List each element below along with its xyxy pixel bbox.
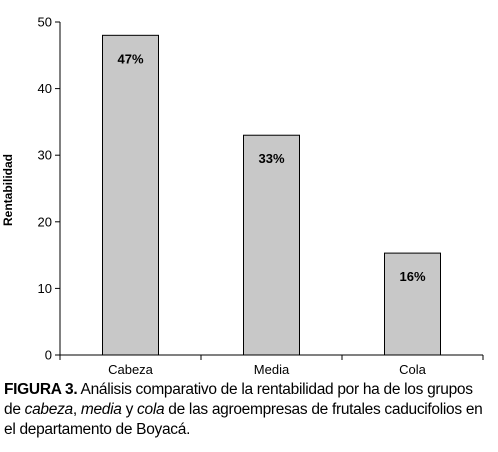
caption-text-3: y	[121, 401, 138, 418]
caption-label: FIGURA 3.	[4, 381, 78, 398]
caption-text-1: Análisis comparativo de la rentabilidad …	[4, 381, 473, 418]
caption-em-cabeza: cabeza	[24, 401, 73, 418]
y-tick-label: 50	[38, 15, 52, 30]
bar-data-label: 47%	[117, 51, 143, 66]
caption-em-media: media	[80, 401, 122, 418]
bar-cabeza	[102, 34, 159, 356]
y-axis-label: Rentabilidad	[1, 154, 15, 226]
caption-em-cola: cola	[137, 401, 165, 418]
y-tick-label: 30	[38, 148, 52, 163]
y-tick-label: 40	[38, 81, 52, 96]
figure-caption: FIGURA 3. Análisis comparativo de la ren…	[4, 380, 492, 440]
y-tick-label: 10	[38, 281, 52, 296]
bar-data-label: 16%	[399, 269, 425, 284]
y-tick-label: 20	[38, 214, 52, 229]
bars	[102, 34, 441, 356]
bar-cola	[384, 252, 441, 356]
y-axis-label-group: Rentabilidad	[1, 154, 15, 226]
bar-media	[243, 134, 300, 356]
x-tick-labels: Cabeza Media Cola	[108, 362, 427, 377]
x-tick-label: Media	[254, 362, 290, 377]
caption-text-4: de las agroempresas de frutales caducifo…	[4, 401, 483, 438]
x-tick-label: Cabeza	[108, 362, 154, 377]
bar-chart: Rentabilidad 47% 33% 16% Cabeza Media Cola 0…	[1, 15, 484, 377]
bar-data-labels: 47% 33% 16%	[117, 51, 425, 284]
bar-data-label: 33%	[258, 151, 284, 166]
y-tick-labels: 0 10 20 30 40 50	[38, 15, 52, 363]
y-tick-label: 0	[45, 348, 52, 363]
x-tick-label: Cola	[399, 362, 427, 377]
caption-text-2: ,	[72, 401, 81, 418]
